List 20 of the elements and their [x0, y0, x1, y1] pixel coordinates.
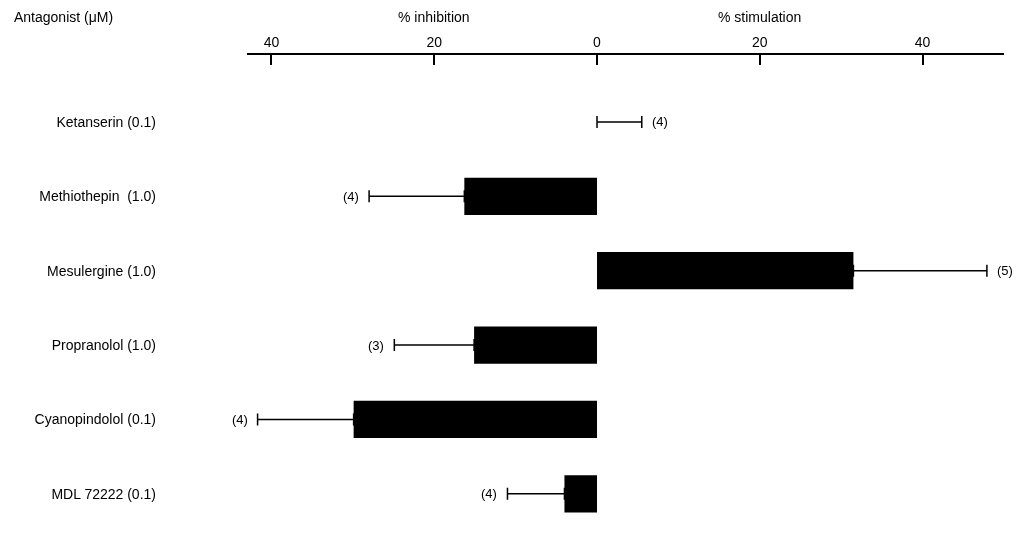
text: % inhibition	[398, 9, 470, 25]
y-axis-title: Antagonist (μM)	[14, 9, 114, 25]
annotation: (4)	[652, 114, 668, 129]
y-tick-label: MDL 72222 (0.1)	[51, 485, 156, 502]
annotation: (4)	[343, 189, 359, 204]
text: % stimulation	[718, 9, 802, 25]
x-tick-label: 20	[752, 34, 768, 51]
annotation: (3)	[368, 338, 384, 353]
y-tick-label: Mesulergine (1.0)	[47, 262, 156, 279]
x-tick-label: 0	[593, 34, 602, 51]
x-tick-label: 20	[426, 34, 443, 51]
y-tick-label: Methiothepin (1.0)	[39, 188, 156, 205]
x-tick-label: 40	[263, 34, 280, 51]
annotation: (4)	[232, 412, 248, 427]
annotation: (4)	[481, 486, 497, 501]
annotation: (5)	[997, 263, 1013, 278]
x-tick-label: 40	[914, 34, 931, 51]
y-tick-label: Propranolol (1.0)	[51, 336, 156, 353]
y-tick-label: Ketanserin (0.1)	[56, 113, 156, 130]
y-tick-label: Cyanopindolol (0.1)	[34, 411, 156, 428]
